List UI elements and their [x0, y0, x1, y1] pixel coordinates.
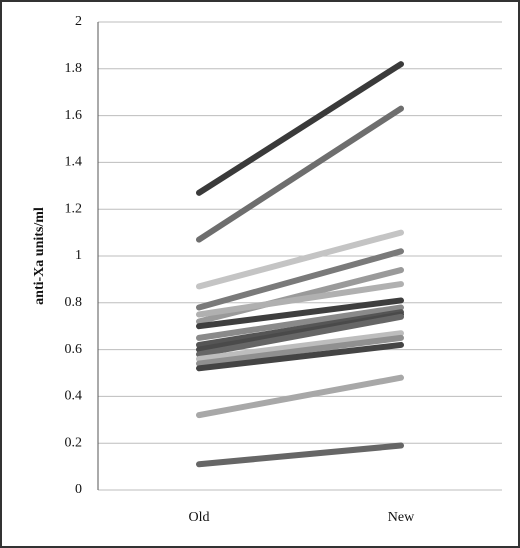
y-tick-label: 0 [75, 482, 82, 497]
y-tick-label: 1.4 [65, 155, 83, 170]
y-tick-label: 1 [75, 248, 82, 263]
series-line [196, 229, 404, 290]
x-tick-label: Old [189, 510, 210, 525]
series-line [196, 330, 404, 362]
y-tick-label: 0.4 [65, 389, 83, 404]
y-tick-label: 0.8 [65, 295, 83, 310]
series-line [196, 442, 404, 468]
y-tick-label: 2 [75, 14, 82, 29]
x-tick-label: New [388, 510, 415, 525]
series-line [196, 105, 404, 243]
series-line [196, 297, 404, 330]
series-line [196, 334, 404, 367]
series-line [196, 267, 404, 325]
y-axis-label: anti-Xa units/ml [32, 207, 47, 305]
y-tick-label: 1.2 [65, 201, 83, 216]
series-line [196, 61, 404, 196]
series-line [196, 374, 404, 419]
series-line [196, 313, 404, 358]
y-tick-label: 0.6 [65, 342, 83, 357]
y-tick-label: 0.2 [65, 435, 83, 450]
series-line [196, 281, 404, 318]
y-tick-label: 1.6 [65, 108, 83, 123]
series-line [196, 304, 404, 341]
series-line [196, 341, 404, 372]
series-line [196, 248, 404, 311]
y-tick-label: 1.8 [65, 61, 83, 76]
